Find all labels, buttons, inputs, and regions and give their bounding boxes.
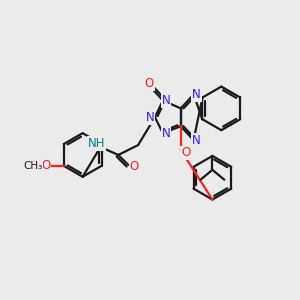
Text: N: N bbox=[161, 94, 170, 107]
Text: O: O bbox=[41, 159, 50, 172]
Text: NH: NH bbox=[88, 136, 105, 150]
Text: O: O bbox=[181, 146, 190, 160]
Text: CH₃: CH₃ bbox=[23, 161, 43, 171]
Text: N: N bbox=[146, 111, 154, 124]
Text: N: N bbox=[161, 127, 170, 140]
Text: O: O bbox=[144, 77, 154, 90]
Text: N: N bbox=[192, 88, 201, 101]
Text: O: O bbox=[130, 160, 139, 173]
Text: N: N bbox=[192, 134, 201, 147]
